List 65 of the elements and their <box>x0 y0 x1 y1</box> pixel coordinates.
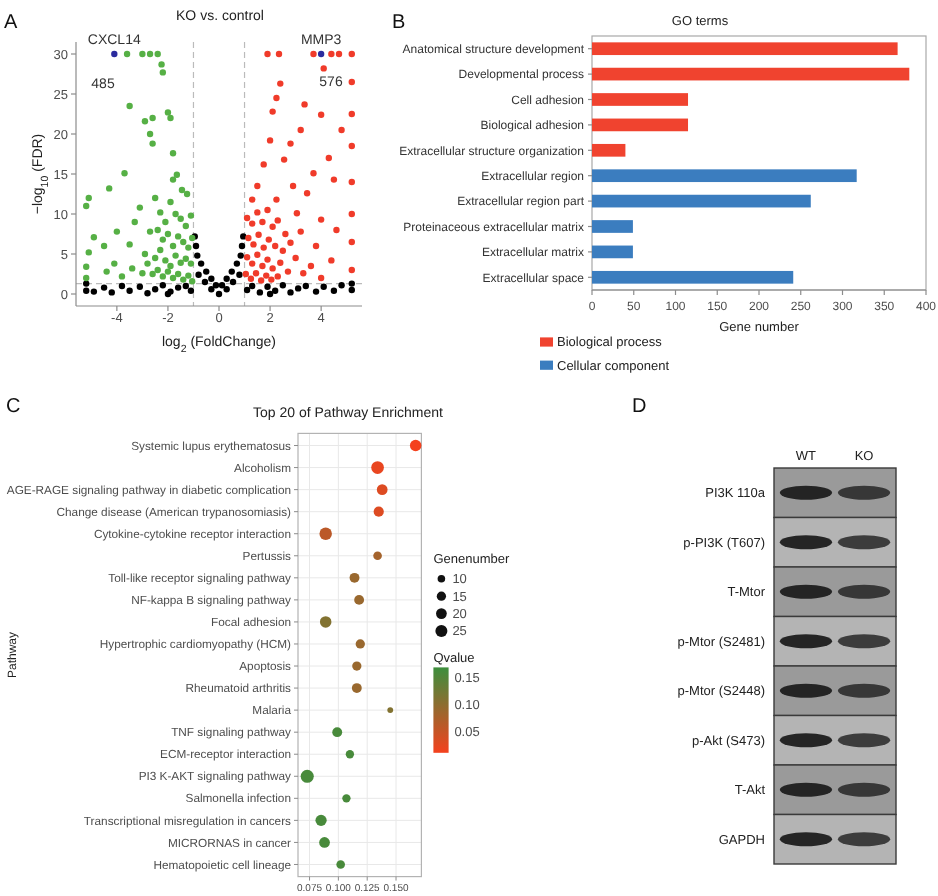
point <box>201 278 209 286</box>
bar <box>592 93 689 106</box>
point <box>348 286 355 294</box>
point <box>287 289 294 296</box>
point <box>294 285 302 292</box>
point <box>111 50 118 58</box>
bar <box>592 118 689 132</box>
text: A <box>4 12 18 34</box>
point <box>159 282 167 289</box>
point <box>118 282 126 290</box>
point <box>197 260 205 267</box>
point <box>192 242 200 250</box>
bar <box>592 42 898 56</box>
point <box>126 287 133 294</box>
point <box>271 287 279 294</box>
point <box>302 282 310 290</box>
point <box>151 286 159 293</box>
point <box>237 252 244 259</box>
bar <box>592 194 811 208</box>
point <box>108 289 115 296</box>
point <box>212 282 220 289</box>
point <box>223 275 230 282</box>
point <box>208 275 215 282</box>
point <box>208 286 215 293</box>
point <box>203 268 210 275</box>
point <box>83 280 90 287</box>
point <box>90 288 98 295</box>
text: B <box>392 12 406 34</box>
point <box>330 287 338 294</box>
point <box>228 268 235 275</box>
point <box>83 287 90 294</box>
point <box>243 286 251 294</box>
point <box>218 282 226 289</box>
point <box>223 286 230 293</box>
bar <box>592 169 857 183</box>
point <box>144 290 151 297</box>
point <box>100 284 108 291</box>
point <box>215 290 223 298</box>
point <box>317 50 325 58</box>
point <box>338 282 345 289</box>
point <box>136 283 144 290</box>
point <box>195 271 202 278</box>
point <box>174 284 182 291</box>
bar <box>592 245 633 259</box>
point <box>249 282 256 290</box>
point <box>279 282 287 289</box>
bar <box>592 270 794 284</box>
point <box>187 287 195 294</box>
point <box>233 260 241 267</box>
point <box>236 271 243 278</box>
bar <box>592 220 633 233</box>
bar <box>592 67 910 81</box>
point <box>266 290 274 298</box>
point <box>256 289 264 296</box>
point <box>238 242 246 250</box>
text: D <box>632 396 647 418</box>
point <box>182 282 189 290</box>
point <box>264 283 271 290</box>
point <box>229 278 237 286</box>
point <box>194 252 201 259</box>
bar <box>592 143 626 157</box>
point <box>312 288 320 295</box>
point <box>320 283 327 290</box>
text: C <box>6 396 21 418</box>
point <box>348 280 355 287</box>
